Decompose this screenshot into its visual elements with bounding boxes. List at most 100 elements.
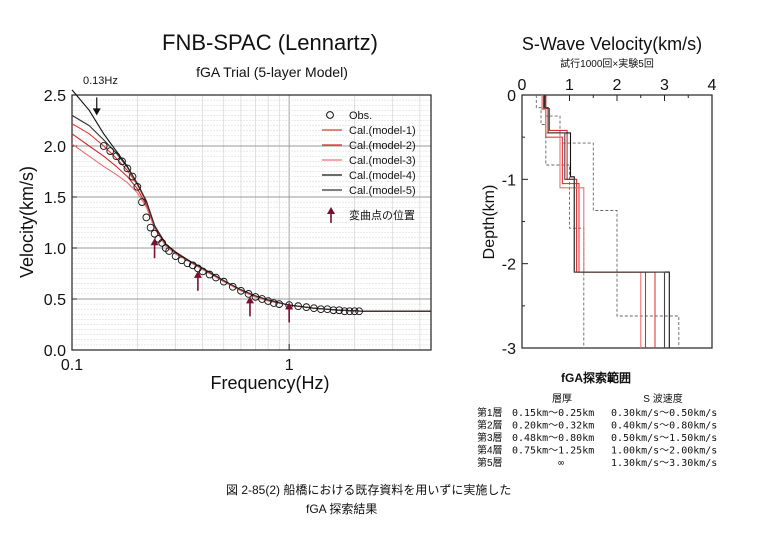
profile-model-5 <box>543 95 666 348</box>
table-title: fGA探索範囲 <box>561 370 631 385</box>
obs-point <box>264 297 272 305</box>
left-chart-subtitle: fGA Trial (5-layer Model) <box>196 64 348 80</box>
legend-label-model-2: Cal.(model-2) <box>349 140 416 152</box>
table-velocity: 1.30km/s〜3.30km/s <box>611 458 717 469</box>
obs-point <box>350 307 359 316</box>
table-thickness: ∞ <box>558 458 564 469</box>
table-layer-name: 第5層 <box>477 456 503 469</box>
obs-point <box>146 223 155 232</box>
obs-point <box>294 302 302 310</box>
ytick-label: 1.5 <box>44 190 66 207</box>
ytick-label: 2.0 <box>44 139 66 156</box>
table-header-velocity: S 波速度 <box>643 392 682 405</box>
ytick-label: 0.5 <box>44 292 66 309</box>
right-series-group <box>541 95 670 348</box>
table-layer-name: 第1層 <box>477 406 503 419</box>
legend-label-model-1: Cal.(model-1) <box>349 125 416 137</box>
search-bound-lower <box>535 95 585 348</box>
table-layer-name: 第2層 <box>477 419 503 432</box>
inflection-arrow <box>150 238 159 259</box>
table-thickness: 0.75km〜1.25km <box>512 446 594 457</box>
obs-point <box>133 182 142 191</box>
left-xlabel: Frequency(Hz) <box>210 373 329 393</box>
right-axis-ticks: 0 1 2 3 4 0 -1 -2 -3 <box>502 77 717 358</box>
obs-point <box>138 198 146 206</box>
obs-point <box>219 277 228 286</box>
left-ylabel: Velocity(km/s) <box>17 166 37 278</box>
left-plot-frame <box>71 94 432 351</box>
obs-point <box>228 282 237 291</box>
ytick-label: 0.0 <box>44 343 66 360</box>
obs-point <box>106 147 115 155</box>
obs-point <box>345 307 354 316</box>
ytick-label: 2.5 <box>44 88 66 105</box>
caption-line-2: fGA 探索結果 <box>306 502 377 516</box>
inflection-arrow <box>193 270 202 291</box>
r-xtick-label: 3 <box>660 77 669 94</box>
obs-point <box>335 306 344 315</box>
observed-points <box>99 142 363 316</box>
obs-point <box>323 305 332 314</box>
obs-point <box>99 142 108 150</box>
legend-label-model-3: Cal.(model-3) <box>349 155 416 167</box>
xtick-label: 0.1 <box>61 357 83 374</box>
left-grid <box>72 95 431 350</box>
table-velocity: 0.30km/s〜0.50km/s <box>611 408 717 419</box>
obs-point <box>112 152 121 161</box>
table-velocity: 0.50km/s〜1.50km/s <box>611 433 717 444</box>
ytick-label: 1.0 <box>44 241 66 258</box>
r-ytick-label: -2 <box>502 257 516 274</box>
obs-point <box>237 286 245 295</box>
right-ylabel: Depth(km) <box>481 185 498 260</box>
obs-point <box>150 229 159 238</box>
inflection-arrows <box>92 97 294 323</box>
obs-point <box>183 259 192 268</box>
arrow-head <box>245 296 254 304</box>
table-velocity: 1.00km/s〜2.00km/s <box>611 446 717 457</box>
obs-point <box>329 306 338 315</box>
right-chart-title: S-Wave Velocity(km/s) <box>522 34 702 54</box>
left-chart-title: FNB-SPAC (Lennartz) <box>162 30 378 55</box>
right-chart-subtitle: 試行1000回×実験5回 <box>560 57 654 70</box>
obs-point <box>118 157 126 166</box>
obs-point <box>123 164 132 173</box>
arrow-head <box>285 302 294 310</box>
arrow-head <box>150 238 159 246</box>
r-xtick-label: 0 <box>518 77 527 94</box>
obs-point <box>275 300 284 308</box>
obs-point <box>355 307 363 316</box>
obs-point <box>142 213 151 222</box>
legend-marker-obs <box>326 111 334 119</box>
velocity-profile-chart: S-Wave Velocity(km/s) 試行1000回×実験5回 0 1 2 3 4… <box>481 34 717 358</box>
inflection-arrow <box>285 302 294 323</box>
series-line-model-4 <box>71 89 431 312</box>
xtick-label: 1 <box>285 357 294 374</box>
r-xtick-label: 4 <box>708 77 717 94</box>
table-thickness: 0.48km〜0.80km <box>512 433 594 444</box>
obs-point <box>171 252 180 261</box>
obs-point <box>269 299 278 307</box>
obs-point <box>198 267 207 276</box>
left-axis-ticks: 0.0 0.5 1.0 1.5 2.0 2.5 0.1 1 <box>44 88 294 374</box>
obs-point <box>128 172 137 181</box>
arrow-head <box>193 270 202 278</box>
table-rows: 第1層 0.15km〜0.25km 0.30km/s〜0.50km/s 第2層 0.20… <box>477 406 717 469</box>
legend-label-model-4: Cal.(model-4) <box>349 170 416 182</box>
left-legend: Obs. Cal.(model-1) Cal.(model-2) Cal.(model… <box>322 110 416 223</box>
left-series-group <box>71 89 431 312</box>
table-velocity: 0.40km/s〜0.80km/s <box>611 421 717 432</box>
legend-label-model-5: Cal.(model-5) <box>349 185 416 197</box>
dispersion-chart: FNB-SPAC (Lennartz) fGA Trial (5-layer M… <box>17 30 432 393</box>
arrow-head <box>92 108 101 116</box>
table-thickness: 0.15km〜0.25km <box>512 408 594 419</box>
table-layer-name: 第4層 <box>477 444 503 457</box>
annotation-arrow-013hz <box>92 97 101 116</box>
table-thickness: 0.20km〜0.32km <box>512 421 594 432</box>
r-xtick-label: 1 <box>565 77 574 94</box>
r-xtick-label: 2 <box>613 77 622 94</box>
inflection-arrow <box>245 296 254 317</box>
r-ytick-label: 0 <box>507 88 516 105</box>
obs-point <box>158 239 166 247</box>
obs-point <box>244 290 253 298</box>
